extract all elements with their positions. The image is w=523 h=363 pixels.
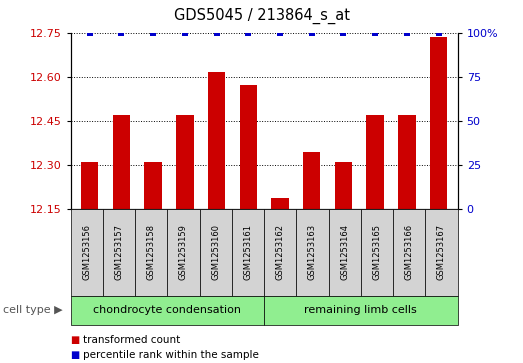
Point (403, 30, 411, 36)
Text: GSM1253167: GSM1253167 (437, 224, 446, 280)
Point (149, 30, 157, 36)
Text: GSM1253157: GSM1253157 (115, 224, 123, 280)
Bar (208, 72, 225, 209)
Bar (335, 162, 352, 209)
Bar (144, 162, 162, 209)
Point (308, 30, 316, 36)
Point (117, 30, 126, 36)
Text: remaining limb cells: remaining limb cells (304, 305, 417, 315)
Text: chondrocyte condensation: chondrocyte condensation (94, 305, 241, 315)
Bar (240, 85, 257, 209)
Text: GSM1253165: GSM1253165 (372, 224, 381, 280)
Bar (176, 115, 194, 209)
Text: transformed count: transformed count (83, 335, 180, 346)
Bar (81, 162, 98, 209)
Point (244, 30, 253, 36)
Bar (367, 115, 384, 209)
Point (212, 30, 221, 36)
Text: GSM1253161: GSM1253161 (244, 224, 253, 280)
Text: percentile rank within the sample: percentile rank within the sample (83, 350, 258, 360)
Text: ■: ■ (71, 335, 80, 346)
Text: GSM1253163: GSM1253163 (308, 224, 317, 280)
Point (435, 30, 443, 36)
Text: ■: ■ (71, 350, 80, 360)
Bar (303, 151, 321, 209)
Text: GSM1253160: GSM1253160 (211, 224, 220, 280)
Point (339, 30, 348, 36)
Bar (398, 115, 416, 209)
Text: GSM1253164: GSM1253164 (340, 224, 349, 280)
Point (371, 30, 379, 36)
Bar (271, 199, 289, 209)
Text: GSM1253156: GSM1253156 (82, 224, 91, 280)
Text: GSM1253158: GSM1253158 (147, 224, 156, 280)
Point (276, 30, 284, 36)
Text: cell type ▶: cell type ▶ (3, 305, 62, 315)
Text: GDS5045 / 213864_s_at: GDS5045 / 213864_s_at (174, 8, 349, 24)
Text: GSM1253162: GSM1253162 (276, 224, 285, 280)
Bar (430, 37, 447, 209)
Text: GSM1253159: GSM1253159 (179, 224, 188, 280)
Text: GSM1253166: GSM1253166 (405, 224, 414, 280)
Bar (112, 115, 130, 209)
Point (85, 30, 94, 36)
Point (180, 30, 189, 36)
